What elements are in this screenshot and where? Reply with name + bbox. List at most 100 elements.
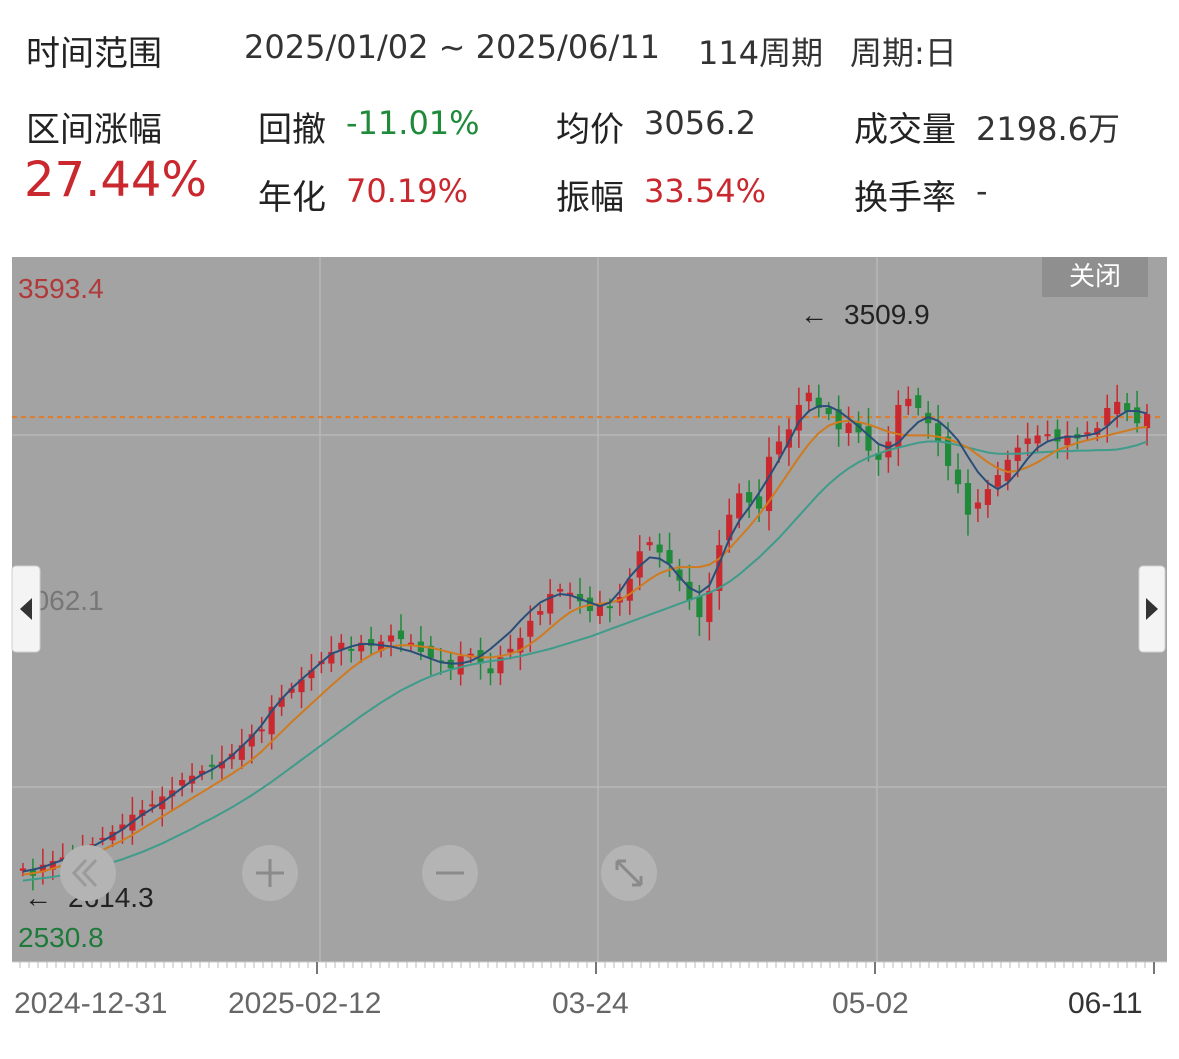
- candle-body: [1143, 414, 1151, 429]
- candle-body: [507, 648, 514, 653]
- x-label-1: 2025-02-12: [228, 987, 381, 1020]
- avg-value: 3056.2: [644, 104, 756, 142]
- candle-body: [368, 639, 375, 646]
- candle-body: [258, 729, 265, 732]
- prev-button[interactable]: [11, 565, 41, 653]
- candle-body: [895, 404, 902, 448]
- candle-body: [566, 592, 574, 596]
- double-chevron-left-icon: [71, 858, 98, 888]
- candle-body: [288, 688, 295, 693]
- close-button[interactable]: 关闭: [1069, 262, 1121, 292]
- candle-body: [775, 441, 783, 455]
- candle-body: [825, 407, 832, 415]
- candle-body: [557, 589, 564, 592]
- candle-body: [646, 542, 653, 546]
- turnover-value: -: [976, 172, 988, 210]
- annual-value: 70.19%: [346, 172, 469, 210]
- candle-body: [427, 645, 434, 659]
- candle-body: [1024, 438, 1031, 444]
- x-label-4: 06-11: [1068, 987, 1143, 1020]
- x-label-3: 05-02: [832, 987, 909, 1020]
- amp-label: 振幅: [556, 178, 624, 218]
- candle-body: [19, 868, 27, 871]
- high-annotation: 3509.9: [844, 299, 930, 330]
- period-type: 周期:日: [850, 34, 957, 72]
- candle-body: [1054, 429, 1061, 442]
- candle-body: [915, 395, 922, 408]
- plus-icon: [256, 859, 284, 887]
- candle-body: [119, 824, 126, 830]
- candle-body: [606, 606, 613, 609]
- zoom-in-button[interactable]: [242, 845, 298, 901]
- candle-body: [348, 648, 355, 651]
- candle-body: [656, 544, 663, 553]
- candle-body: [298, 679, 305, 693]
- candle-body: [1124, 403, 1131, 412]
- chevron-right-icon: [1146, 598, 1158, 620]
- next-button[interactable]: [1138, 565, 1166, 653]
- candle-body: [169, 790, 176, 797]
- candle-body: [765, 456, 773, 512]
- candle-body: [1044, 434, 1051, 437]
- candle-body: [487, 668, 494, 674]
- ma20-line: [22, 440, 1148, 882]
- candle-body: [218, 761, 226, 769]
- candle-body: [338, 642, 345, 650]
- candle-body: [994, 475, 1001, 487]
- period-count: 114周期: [698, 34, 824, 72]
- candle-body: [984, 489, 991, 505]
- candle-body: [208, 764, 216, 767]
- candle-body: [964, 482, 972, 515]
- range-label: 时间范围: [26, 34, 162, 74]
- candle-body: [139, 809, 146, 816]
- candle-body: [517, 637, 524, 653]
- candle-body: [596, 606, 604, 616]
- candle-body: [755, 496, 763, 509]
- y-top-label: 3593.4: [18, 273, 104, 304]
- chevron-left-icon: [20, 598, 32, 620]
- candle-body: [696, 596, 703, 618]
- scroll-left-button[interactable]: [60, 845, 116, 901]
- candle-body: [358, 642, 365, 652]
- candle-body: [666, 550, 673, 564]
- candle-body: [268, 706, 275, 735]
- candle-body: [457, 656, 464, 675]
- x-label-0: 2024-12-31: [14, 987, 167, 1020]
- close-button-bg[interactable]: [1042, 257, 1148, 297]
- candle-body: [835, 409, 842, 430]
- chart-grid: [12, 257, 1167, 962]
- candle-body: [636, 551, 643, 578]
- candle-body: [716, 545, 723, 591]
- candle-body: [1104, 407, 1111, 426]
- candle-body: [815, 397, 822, 408]
- fullscreen-button[interactable]: [601, 845, 657, 901]
- candle-body: [1064, 435, 1071, 446]
- candle-body: [1133, 407, 1141, 424]
- drawdown-label: 回撤: [258, 110, 326, 150]
- change-label: 区间涨幅: [26, 110, 162, 150]
- candle-body: [278, 697, 285, 707]
- candle-body: [547, 593, 554, 614]
- candle-body: [746, 492, 753, 503]
- candle-body: [944, 436, 952, 466]
- candle-body: [308, 670, 315, 679]
- candle-body: [1094, 428, 1101, 435]
- candle-body: [954, 469, 962, 485]
- candle-body: [1084, 432, 1091, 435]
- candle-body: [795, 404, 802, 431]
- candle-body: [1034, 435, 1041, 444]
- candle-body: [865, 426, 872, 451]
- zoom-out-button[interactable]: [422, 845, 478, 901]
- candle-body: [387, 635, 395, 642]
- candle-body: [328, 651, 335, 664]
- candle-body: [99, 837, 106, 840]
- candle-body: [974, 502, 982, 509]
- high-arrow: ←: [800, 299, 828, 330]
- candle-body: [935, 423, 942, 442]
- change-value: 27.44%: [24, 152, 208, 208]
- candle-body: [179, 779, 186, 786]
- candle-body: [1004, 459, 1011, 482]
- candle-body: [875, 453, 882, 460]
- candle-body: [198, 770, 206, 775]
